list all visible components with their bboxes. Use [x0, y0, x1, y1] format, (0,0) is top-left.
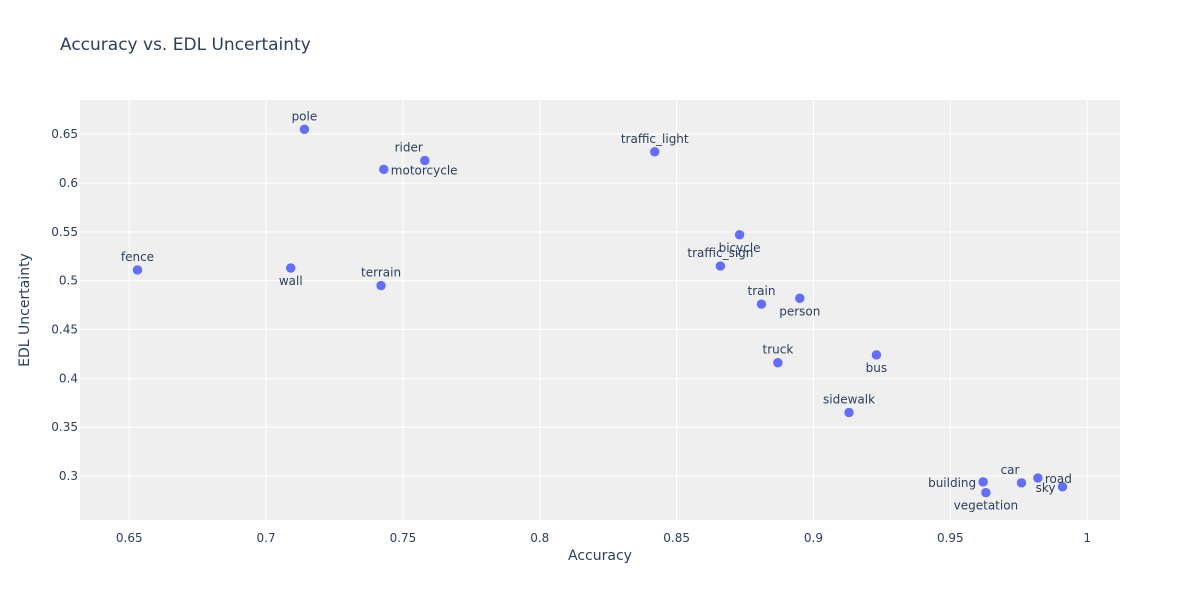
- data-point-rider[interactable]: [419, 155, 431, 166]
- x-tick-label: 0.75: [390, 531, 417, 545]
- point-label-fence: fence: [121, 250, 154, 264]
- y-axis-ticks: 0.3 0.35 0.4 0.45 0.5 0.55 0.6 0.65: [51, 127, 78, 483]
- x-tick-label: 0.85: [663, 531, 690, 545]
- data-point-car[interactable]: [1016, 477, 1027, 489]
- point-label-person: person: [779, 304, 820, 318]
- data-point-bicycle[interactable]: [734, 229, 745, 241]
- data-point-train[interactable]: [756, 298, 767, 310]
- data-point-sidewalk[interactable]: [843, 407, 855, 418]
- y-tick-label: 0.4: [59, 371, 78, 385]
- data-point-bus[interactable]: [871, 349, 882, 361]
- point-label-wall: wall: [279, 274, 303, 288]
- y-tick-label: 0.3: [59, 469, 78, 483]
- data-points: [132, 124, 1068, 498]
- x-tick-label: 1: [1083, 531, 1091, 545]
- point-label-building: building: [928, 476, 976, 490]
- plot-area: [80, 100, 1120, 520]
- x-tick-label: 0.8: [530, 531, 549, 545]
- point-label-truck: truck: [762, 343, 793, 357]
- data-point-terrain[interactable]: [375, 280, 387, 291]
- x-axis-title: Accuracy: [568, 548, 632, 564]
- point-label-sidewalk: sidewalk: [823, 393, 875, 407]
- point-label-vegetation: vegetation: [954, 499, 1019, 513]
- data-point-traffic_sign[interactable]: [715, 260, 726, 272]
- y-tick-label: 0.55: [51, 225, 78, 239]
- x-tick-label: 0.9: [804, 531, 823, 545]
- data-point-traffic_light[interactable]: [649, 146, 660, 158]
- point-label-car: car: [1001, 463, 1020, 477]
- x-tick-label: 0.95: [937, 531, 964, 545]
- point-label-traffic_sign: traffic_sign: [687, 246, 753, 260]
- point-labels: poleridermotorcycletraffic_lightbicyclet…: [121, 109, 1072, 512]
- data-point-person[interactable]: [794, 293, 806, 304]
- x-tick-label: 0.65: [116, 531, 143, 545]
- y-tick-label: 0.6: [59, 176, 78, 190]
- y-axis-title: EDL Uncertainty: [17, 253, 33, 367]
- data-point-building[interactable]: [977, 476, 989, 488]
- data-point-truck[interactable]: [772, 357, 784, 368]
- data-point-sky[interactable]: [1057, 481, 1068, 493]
- y-tick-label: 0.45: [51, 323, 78, 337]
- y-tick-label: 0.5: [59, 274, 78, 288]
- x-tick-label: 0.7: [257, 531, 276, 545]
- y-tick-label: 0.35: [51, 420, 78, 434]
- point-label-motorcycle: motorcycle: [391, 163, 458, 177]
- data-point-wall[interactable]: [285, 262, 296, 274]
- data-point-road[interactable]: [1032, 472, 1044, 484]
- gridlines: [80, 100, 1120, 520]
- point-label-pole: pole: [292, 109, 318, 123]
- point-label-traffic_light: traffic_light: [621, 132, 689, 146]
- data-point-vegetation[interactable]: [980, 487, 992, 498]
- chart-title: Accuracy vs. EDL Uncertainty: [60, 35, 311, 55]
- point-label-terrain: terrain: [361, 266, 401, 280]
- point-label-rider: rider: [395, 141, 423, 155]
- y-tick-label: 0.65: [51, 127, 78, 141]
- data-point-pole[interactable]: [299, 124, 310, 135]
- point-label-bicycle: bicycle: [719, 241, 761, 255]
- point-label-bus: bus: [866, 361, 887, 375]
- point-label-train: train: [748, 284, 776, 298]
- point-label-road: road: [1045, 472, 1072, 486]
- point-label-sky: sky: [1036, 481, 1056, 495]
- x-axis-ticks: 0.65 0.7 0.75 0.8 0.85 0.9 0.95 1: [116, 531, 1091, 545]
- data-point-motorcycle[interactable]: [378, 164, 390, 175]
- data-point-fence[interactable]: [132, 264, 143, 276]
